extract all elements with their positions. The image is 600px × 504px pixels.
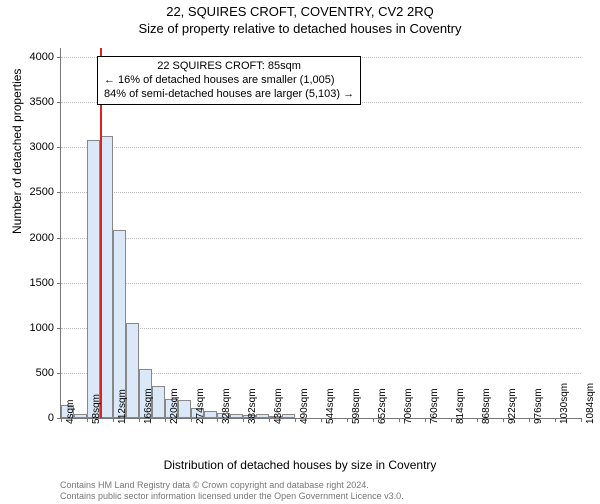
xtick-mark <box>555 418 556 422</box>
xtick-mark <box>165 418 166 422</box>
ytick-label: 1500 <box>0 277 54 289</box>
xtick-mark <box>269 418 270 422</box>
xtick-label: 652sqm <box>375 388 388 424</box>
xtick-label: 814sqm <box>453 388 466 424</box>
ytick-mark <box>57 373 61 374</box>
xtick-label: 274sqm <box>193 388 206 424</box>
annotation-line3: 84% of semi-detached houses are larger (… <box>104 88 354 102</box>
xtick-mark <box>139 418 140 422</box>
gridline-h <box>61 283 581 284</box>
xtick-mark <box>503 418 504 422</box>
page-title: 22, SQUIRES CROFT, COVENTRY, CV2 2RQ <box>0 4 600 19</box>
x-axis-label: Distribution of detached houses by size … <box>0 458 600 472</box>
xtick-mark <box>61 418 62 422</box>
chart-subtitle: Size of property relative to detached ho… <box>0 21 600 36</box>
xtick-label: 490sqm <box>297 388 310 424</box>
xtick-label: 382sqm <box>245 388 258 424</box>
xtick-label: 544sqm <box>323 388 336 424</box>
xtick-label: 706sqm <box>401 388 414 424</box>
footer-attribution: Contains HM Land Registry data © Crown c… <box>60 480 404 502</box>
xtick-mark <box>295 418 296 422</box>
xtick-label: 922sqm <box>505 388 518 424</box>
ytick-mark <box>57 238 61 239</box>
xtick-mark <box>373 418 374 422</box>
histogram-bar <box>87 140 100 418</box>
ytick-mark <box>57 102 61 103</box>
ytick-label: 2000 <box>0 232 54 244</box>
xtick-label: 436sqm <box>271 388 284 424</box>
xtick-mark <box>399 418 400 422</box>
gridline-h <box>61 328 581 329</box>
xtick-mark <box>425 418 426 422</box>
ytick-label: 0 <box>0 412 54 424</box>
xtick-label: 868sqm <box>479 388 492 424</box>
ytick-label: 3500 <box>0 96 54 108</box>
xtick-mark <box>113 418 114 422</box>
xtick-label: 58sqm <box>89 394 102 424</box>
ytick-label: 3000 <box>0 141 54 153</box>
annotation-line1: 22 SQUIRES CROFT: 85sqm <box>104 60 354 74</box>
xtick-label: 1030sqm <box>557 383 570 424</box>
xtick-mark <box>529 418 530 422</box>
ytick-mark <box>57 147 61 148</box>
ytick-mark <box>57 283 61 284</box>
xtick-mark <box>581 418 582 422</box>
gridline-h <box>61 147 581 148</box>
chart-container: 22, SQUIRES CROFT, COVENTRY, CV2 2RQ Siz… <box>0 4 600 504</box>
xtick-label: 220sqm <box>167 388 180 424</box>
xtick-label: 760sqm <box>427 388 440 424</box>
ytick-label: 500 <box>0 367 54 379</box>
annotation-line2: ← 16% of detached houses are smaller (1,… <box>104 74 354 88</box>
footer-line1: Contains HM Land Registry data © Crown c… <box>60 480 404 491</box>
xtick-label: 328sqm <box>219 388 232 424</box>
ytick-label: 4000 <box>0 51 54 63</box>
ytick-mark <box>57 192 61 193</box>
xtick-mark <box>191 418 192 422</box>
ytick-mark <box>57 328 61 329</box>
xtick-mark <box>243 418 244 422</box>
ytick-label: 1000 <box>0 322 54 334</box>
xtick-mark <box>321 418 322 422</box>
gridline-h <box>61 192 581 193</box>
xtick-mark <box>347 418 348 422</box>
xtick-mark <box>87 418 88 422</box>
xtick-label: 112sqm <box>115 389 128 424</box>
xtick-mark <box>217 418 218 422</box>
xtick-label: 166sqm <box>141 388 154 424</box>
footer-line2: Contains public sector information licen… <box>60 491 404 502</box>
gridline-h <box>61 238 581 239</box>
xtick-label: 976sqm <box>531 388 544 424</box>
xtick-mark <box>477 418 478 422</box>
ytick-mark <box>57 57 61 58</box>
annotation-box: 22 SQUIRES CROFT: 85sqm ← 16% of detache… <box>97 56 361 105</box>
xtick-label: 1084sqm <box>583 383 596 424</box>
xtick-label: 4sqm <box>63 400 76 424</box>
ytick-label: 2500 <box>0 186 54 198</box>
xtick-mark <box>451 418 452 422</box>
xtick-label: 598sqm <box>349 388 362 424</box>
